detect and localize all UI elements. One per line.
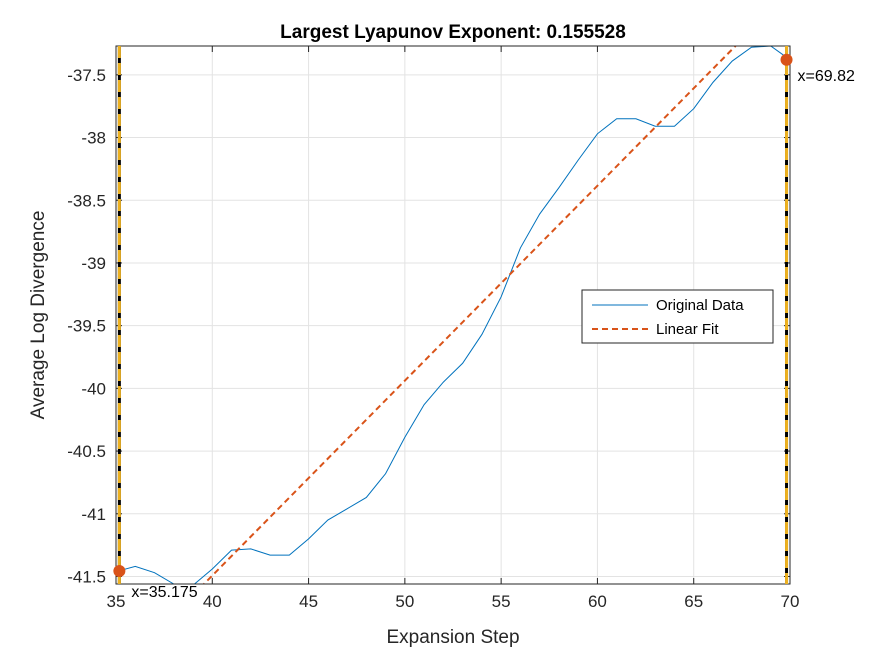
legend-box [581, 289, 774, 344]
y-tick-label: -38 [81, 129, 106, 148]
x-tick-label: 55 [492, 592, 511, 611]
legend-label: Linear Fit [656, 321, 719, 338]
legend-label: Original Data [656, 297, 744, 314]
data-layer [116, 46, 790, 584]
plot-frame [115, 45, 791, 585]
axis-ticks: 35 40 45 50 55 60 65 70 -41.5 -41 -40.5 -40 -39.5 -39… [67, 46, 799, 611]
y-tick-label: -38.5 [67, 191, 106, 210]
y-tick-label: -40 [81, 379, 106, 398]
endpoint-label: x=35.175 [131, 584, 197, 601]
original-data-line [116, 46, 790, 584]
endpoint-marker [113, 564, 126, 577]
x-axis-label: Expansion Step [386, 627, 519, 648]
y-axis-label: Average Log Divergence [28, 211, 49, 420]
x-tick-label: 45 [299, 592, 318, 611]
x-tick-label: 60 [588, 592, 607, 611]
x-tick-label: 35 [107, 592, 126, 611]
y-tick-label: -41.5 [67, 567, 106, 586]
endpoint-label: x=69.82 [798, 68, 855, 85]
x-tick-label: 40 [203, 592, 222, 611]
markers-layer: x=35.175 x=69.82 [113, 46, 855, 601]
x-tick-label: 50 [395, 592, 414, 611]
x-tick-label: 65 [684, 592, 703, 611]
endpoint-marker [780, 53, 793, 66]
y-tick-label: -39.5 [67, 317, 106, 336]
legend: Original Data Linear Fit [581, 289, 774, 344]
y-tick-label: -41 [81, 505, 106, 524]
chart-title: Largest Lyapunov Exponent: 0.155528 [280, 22, 626, 43]
y-tick-label: -37.5 [67, 66, 106, 85]
y-tick-label: -40.5 [67, 442, 106, 461]
x-tick-label: 70 [781, 592, 800, 611]
y-tick-label: -39 [81, 254, 106, 273]
